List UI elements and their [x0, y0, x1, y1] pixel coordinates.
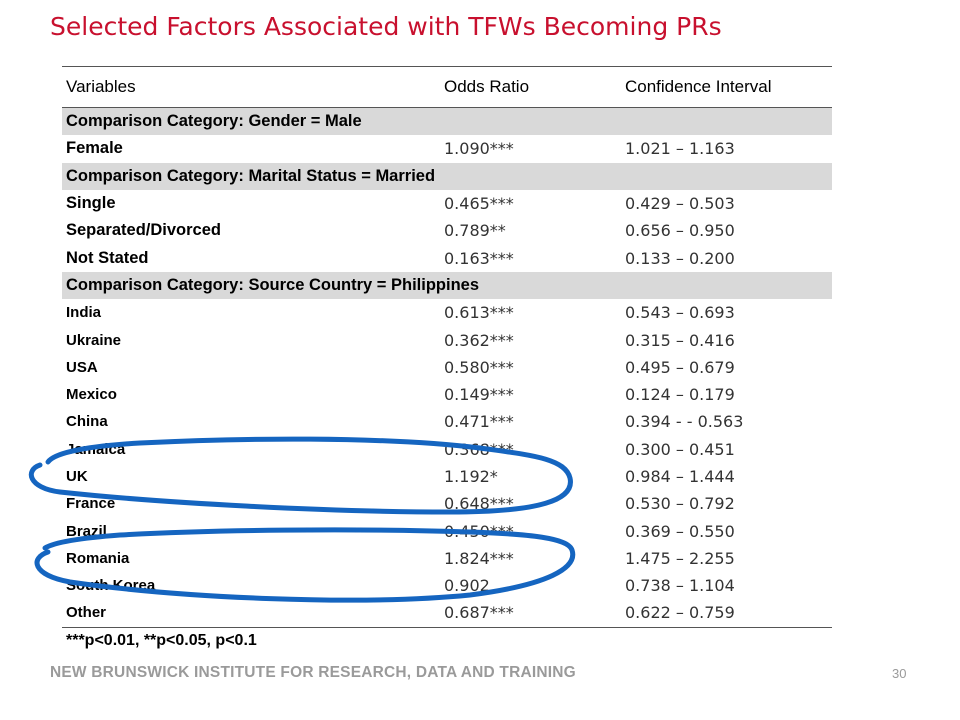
ci-cell: 0.315 – 0.416 [625, 330, 735, 350]
table-row: Romania 1.824*** 1.475 – 2.255 [62, 545, 832, 572]
table-row: Not Stated 0.163*** 0.133 – 0.200 [62, 244, 832, 271]
table-row: Separated/Divorced 0.789** 0.656 – 0.950 [62, 217, 832, 244]
variable-cell: Brazil [66, 522, 107, 540]
category-label: Comparison Category: Gender = Male [62, 107, 832, 136]
category-row-gender: Comparison Category: Gender = Male [62, 107, 832, 136]
odds-ratio-cell: 1.192* [444, 467, 498, 486]
variable-cell: Not Stated [66, 248, 149, 267]
ci-cell: 0.300 – 0.451 [625, 439, 735, 459]
table-row: India 0.613*** 0.543 – 0.693 [62, 299, 832, 326]
odds-ratio-cell: 0.648*** [444, 494, 514, 514]
table-row: China 0.471*** 0.394 - - 0.563 [62, 408, 832, 435]
ci-cell: 0.622 – 0.759 [621, 599, 832, 628]
table-row: Ukraine 0.362*** 0.315 – 0.416 [62, 326, 832, 353]
ci-cell: 0.495 – 0.679 [625, 357, 735, 377]
ci-cell: 0.429 – 0.503 [625, 194, 735, 214]
odds-ratio-cell: 0.580*** [444, 357, 514, 377]
variable-cell: Separated/Divorced [66, 221, 221, 240]
odds-ratio-cell: 0.471*** [444, 412, 514, 432]
odds-ratio-cell: 0.163*** [444, 248, 514, 268]
odds-ratio-cell: 1.824*** [444, 548, 514, 568]
variable-cell: Jamaica [66, 440, 126, 458]
variable-cell: Female [66, 139, 123, 158]
odds-ratio-cell: 1.090*** [444, 139, 514, 159]
institute-footer: NEW BRUNSWICK INSTITUTE FOR RESEARCH, DA… [50, 664, 576, 681]
ci-cell: 0.656 – 0.950 [625, 221, 735, 241]
table-row: UK 1.192* 0.984 – 1.444 [62, 463, 832, 490]
table-row: South Korea 0.902 0.738 – 1.104 [62, 572, 832, 599]
odds-ratio-cell: 0.902 [444, 576, 490, 596]
table-row: Single 0.465*** 0.429 – 0.503 [62, 190, 832, 217]
header-odds-ratio: Odds Ratio [440, 66, 621, 108]
table-row: France 0.648*** 0.530 – 0.792 [62, 490, 832, 517]
category-label: Comparison Category: Marital Status = Ma… [62, 162, 832, 190]
variable-cell: Other [62, 599, 440, 628]
ci-cell: 1.021 – 1.163 [625, 139, 735, 159]
odds-ratio-cell: 0.450*** [444, 521, 514, 541]
ci-cell: 0.984 – 1.444 [625, 467, 735, 486]
ci-cell: 0.369 – 0.550 [625, 521, 735, 541]
variable-cell: Ukraine [66, 331, 122, 349]
odds-ratio-cell: 0.368*** [444, 439, 514, 459]
ci-cell: 1.475 – 2.255 [625, 548, 735, 568]
table-row: USA 0.580*** 0.495 – 0.679 [62, 354, 832, 381]
odds-ratio-cell: 0.687*** [440, 599, 621, 628]
header-confidence-interval: Confidence Interval [621, 66, 832, 108]
table-row: Mexico 0.149*** 0.124 – 0.179 [62, 381, 832, 408]
ci-cell: 0.133 – 0.200 [625, 248, 735, 268]
slide-title: Selected Factors Associated with TFWs Be… [50, 12, 722, 41]
variable-cell: Romania [66, 549, 130, 567]
table-row: Other 0.687*** 0.622 – 0.759 [62, 599, 832, 628]
significance-footnote: ***p<0.01, **p<0.05, p<0.1 [66, 632, 257, 649]
odds-ratio-cell: 0.362*** [444, 330, 514, 350]
table-row: Jamaica 0.368*** 0.300 – 0.451 [62, 436, 832, 463]
odds-ratio-cell: 0.613*** [444, 303, 514, 323]
table-header-row: Variables Odds Ratio Confidence Interval [62, 66, 832, 108]
header-variables: Variables [62, 66, 440, 108]
variable-cell: USA [66, 358, 98, 376]
page-number: 30 [892, 666, 907, 681]
odds-ratio-cell: 0.789** [444, 221, 506, 241]
variable-cell: Mexico [66, 386, 117, 404]
variable-cell: South Korea [66, 577, 156, 595]
category-label: Comparison Category: Source Country = Ph… [62, 271, 832, 300]
variable-cell: UK [66, 468, 88, 485]
category-row-source-country: Comparison Category: Source Country = Ph… [62, 271, 832, 300]
category-row-marital-status: Comparison Category: Marital Status = Ma… [62, 162, 832, 190]
table-row: Female 1.090*** 1.021 – 1.163 [62, 135, 832, 162]
odds-ratio-cell: 0.149*** [444, 385, 514, 405]
ci-cell: 0.738 – 1.104 [625, 576, 735, 596]
odds-ratio-table: Variables Odds Ratio Confidence Interval… [62, 66, 832, 628]
ci-cell: 0.124 – 0.179 [625, 385, 735, 405]
variable-cell: France [66, 495, 116, 513]
ci-cell: 0.530 – 0.792 [625, 494, 735, 514]
ci-cell: 0.543 – 0.693 [625, 303, 735, 323]
table-row: Brazil 0.450*** 0.369 – 0.550 [62, 517, 832, 544]
variable-cell: India [66, 304, 102, 322]
odds-ratio-cell: 0.465*** [444, 194, 514, 214]
variable-cell: China [66, 413, 108, 431]
variable-cell: Single [66, 194, 116, 213]
ci-cell: 0.394 - - 0.563 [625, 412, 744, 432]
